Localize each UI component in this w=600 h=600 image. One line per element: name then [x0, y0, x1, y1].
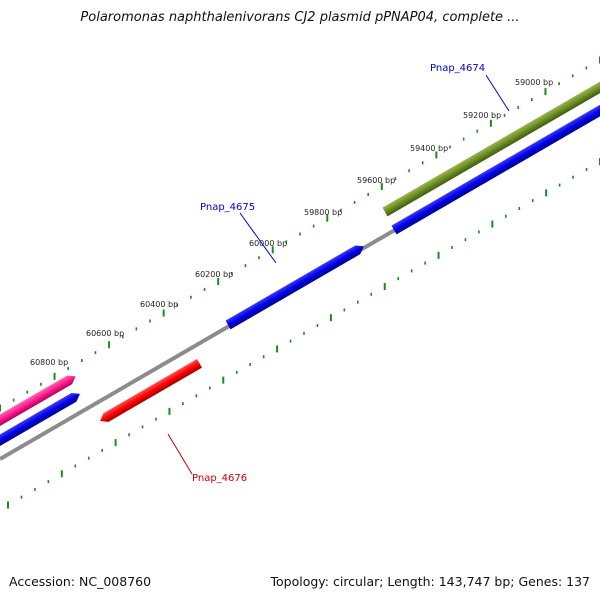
ruler-label: 59400 bp — [410, 144, 448, 153]
ruler-label: 60600 bp — [86, 329, 124, 338]
leader-line-pnap4674 — [485, 74, 510, 112]
ruler-label: 60000 bp — [249, 239, 287, 248]
inner-tick-scale — [7, 158, 600, 509]
gene-label-pnap4674[interactable]: Pnap_4674 — [430, 63, 485, 74]
ruler-label: 60400 bp — [140, 300, 178, 309]
ruler-label: 60200 bp — [195, 270, 233, 279]
leader-line-pnap4675 — [239, 212, 277, 264]
gene-feature-blue-59000[interactable] — [391, 101, 600, 235]
sequence-stats: Topology: circular; Length: 143,747 bp; … — [270, 574, 591, 589]
leader-line-pnap4676 — [167, 433, 193, 475]
ruler-label: 59200 bp — [463, 111, 501, 120]
outer-tick-scale — [0, 56, 600, 412]
accession-text: Accession: NC_008760 — [9, 574, 152, 589]
gene-feature-pnap4676[interactable] — [97, 359, 202, 425]
ruler-label: 60800 bp — [30, 358, 68, 367]
ruler-labels: 59000 bp 59200 bp 59400 bp 59600 bp 59800 bp… — [30, 78, 553, 367]
ruler-label: 59600 bp — [357, 176, 395, 185]
ruler-label: 59000 bp — [515, 78, 553, 87]
gene-label-pnap4676[interactable]: Pnap_4676 — [192, 473, 247, 484]
gene-feature-pnap4675[interactable] — [225, 242, 366, 330]
gene-feature-pink[interactable] — [0, 372, 78, 431]
gene-feature-pnap4674[interactable] — [382, 79, 600, 217]
map-title: Polaromonas naphthalenivorans CJ2 plasmi… — [80, 10, 520, 25]
ruler-label: 59800 bp — [304, 208, 342, 217]
gene-feature-blue-60900[interactable] — [0, 390, 82, 451]
gene-label-pnap4675[interactable]: Pnap_4675 — [200, 202, 255, 213]
